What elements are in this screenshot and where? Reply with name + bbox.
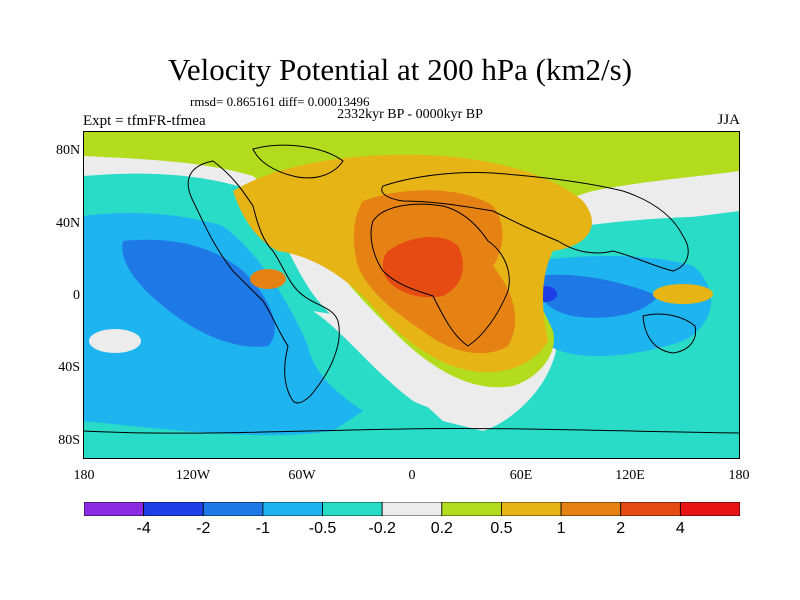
colorbar-swatch (262, 502, 323, 516)
field-red-orange (382, 236, 463, 298)
field-orange-spot (250, 269, 286, 289)
colorbar-swatch (381, 502, 443, 516)
colorbar-swatch (84, 502, 145, 516)
colorbar-label: 4 (675, 520, 685, 537)
lat-tick-40s: 40S (58, 360, 80, 375)
lon-tick-120e: 120E (615, 468, 645, 483)
field-neutral-west (89, 329, 141, 353)
lat-tick-80n: 80N (56, 143, 81, 158)
colorbar-swatch (322, 502, 383, 516)
stats-line: rmsd= 0.865161 diff= 0.00013496 (190, 94, 370, 109)
colorbar-swatch (143, 502, 204, 516)
experiment-label: Expt = tfmFR-tfmea (83, 113, 206, 129)
lat-tick-40n: 40N (56, 216, 81, 231)
lon-tick-60w: 60W (288, 468, 316, 483)
season-label: JJA (717, 112, 740, 128)
colorbar-swatch (501, 502, 562, 516)
field-blue (122, 239, 275, 347)
lon-tick-180e: 180 (728, 468, 750, 483)
colorbar-label: 0.2 (430, 520, 453, 537)
map-frame (83, 131, 740, 459)
colorbar-label: 0.5 (490, 520, 513, 537)
colorbar-label: -1 (255, 520, 271, 537)
field-neutral-south (313, 311, 550, 413)
colorbar-label: -4 (136, 520, 151, 537)
field-yellow-east (653, 284, 713, 304)
velocity-potential-map (83, 131, 740, 459)
colorbar-label: 2 (616, 520, 626, 537)
colorbar-label: 1 (556, 520, 566, 537)
coastlines (83, 144, 740, 434)
colorbar (84, 502, 740, 516)
lon-tick-0: 0 (408, 468, 416, 483)
lon-tick-60e: 60E (509, 468, 533, 483)
lon-tick-180w: 180 (73, 468, 95, 483)
colorbar-swatch (679, 502, 740, 516)
lat-tick-0: 0 (73, 288, 80, 303)
field-blue-east (537, 274, 658, 318)
period-label: 2332kyr BP - 0000kyr BP (337, 107, 483, 122)
colorbar-swatch (441, 502, 502, 516)
colorbar-swatch (620, 502, 681, 516)
lon-tick-120w: 120W (175, 468, 211, 483)
colorbar-label: -0.2 (368, 520, 396, 537)
lat-tick-80s: 80S (58, 433, 80, 448)
colorbar-label: -0.5 (308, 520, 337, 537)
colorbar-swatch (202, 502, 264, 516)
chart-title: Velocity Potential at 200 hPa (km2/s) (167, 52, 633, 87)
colorbar-swatch (560, 502, 622, 516)
colorbar-label: -2 (196, 520, 211, 537)
